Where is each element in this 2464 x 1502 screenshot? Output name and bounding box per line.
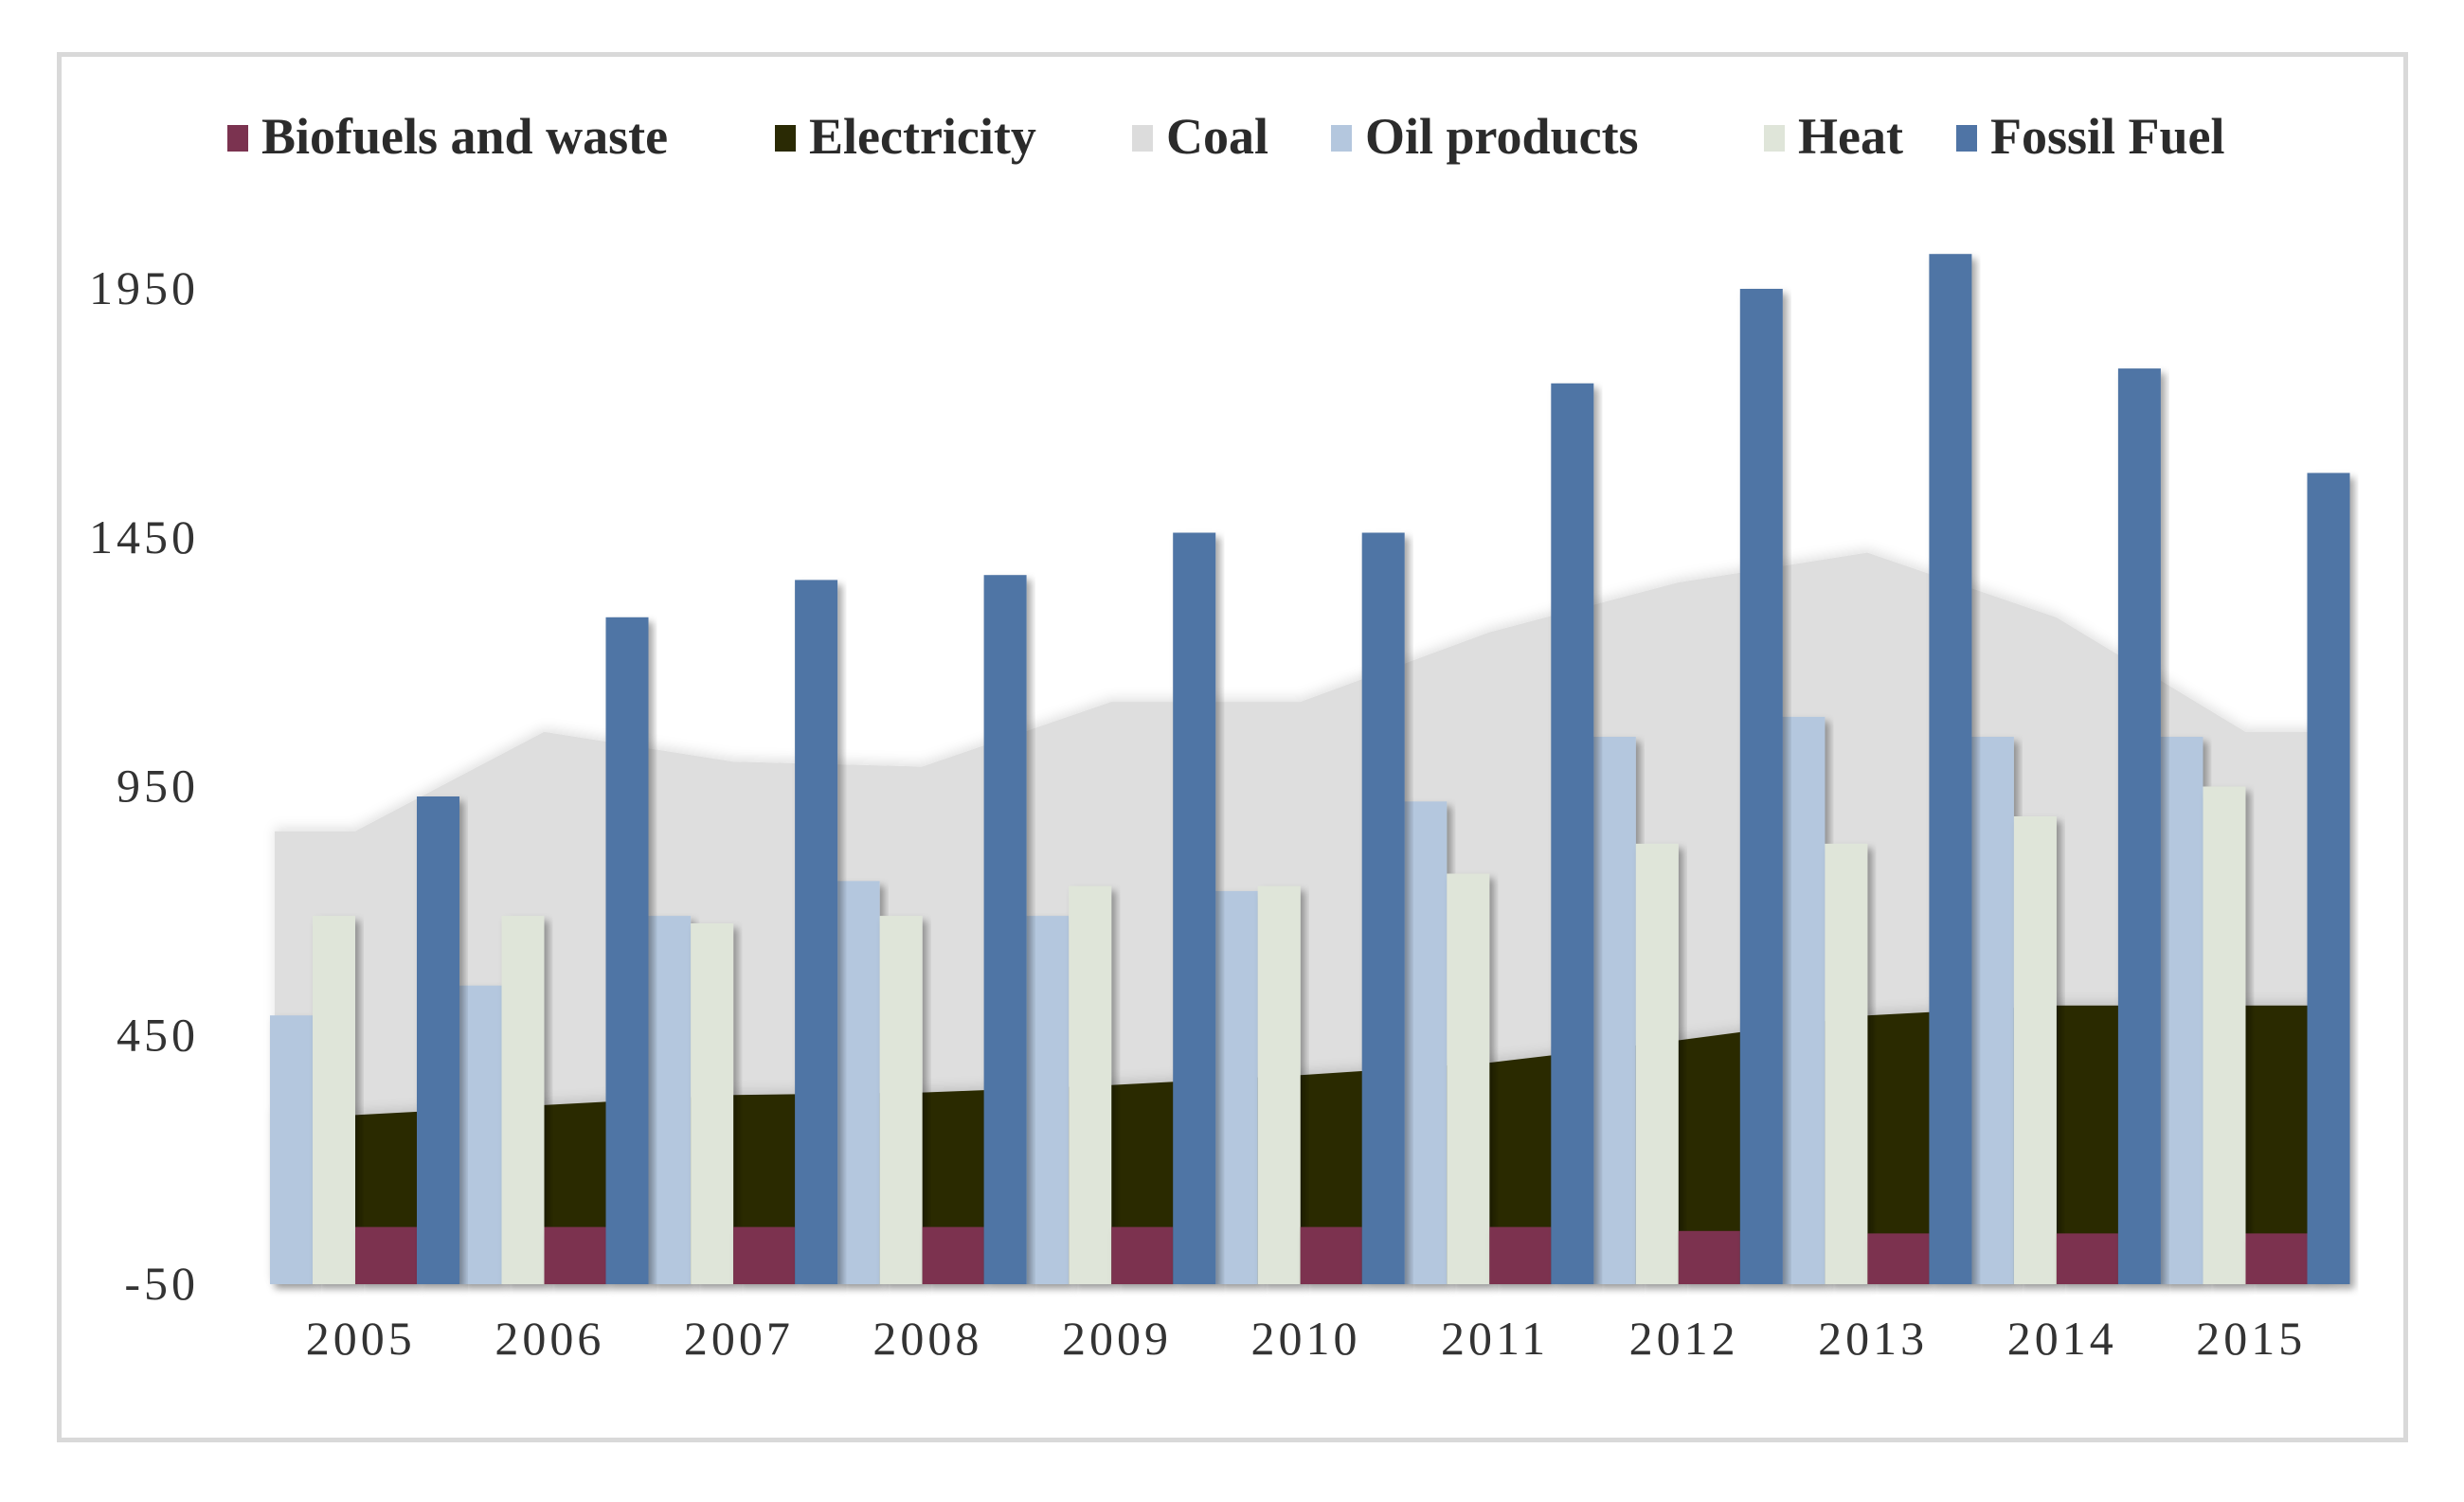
legend-item-biofuels-and-waste: Biofuels and waste [227, 108, 668, 165]
legend-label: Heat [1798, 108, 1903, 165]
bar-oil-products-2008 [836, 881, 880, 1284]
bar-biofuels-and-waste-2011 [1489, 1226, 1552, 1284]
bar-oil-products-2014 [1970, 737, 2014, 1284]
bar-heat-2006 [501, 916, 545, 1284]
bar-fossil-fuel-2011 [1551, 383, 1594, 1284]
legend-label: Oil products [1365, 108, 1639, 165]
x-tick-label: 2012 [1629, 1312, 1739, 1365]
legend-swatch [1132, 125, 1153, 152]
x-tick-label: 2011 [1441, 1312, 1549, 1365]
bar-fossil-fuel-2015 [2307, 473, 2350, 1284]
legend-label: Fossil Fuel [1990, 108, 2225, 165]
x-tick-label: 2009 [1062, 1312, 1172, 1365]
bar-heat-2007 [691, 923, 734, 1284]
bar-oil-products-2012 [1592, 737, 1636, 1284]
bar-series-layer [270, 254, 2350, 1285]
legend: Biofuels and waste Electricity Coal Oil pro… [227, 108, 2225, 165]
x-tick-label: 2005 [306, 1312, 416, 1365]
bar-biofuels-and-waste-2014 [2056, 1233, 2118, 1284]
bar-heat-2012 [1635, 843, 1679, 1284]
bar-oil-products-2010 [1214, 890, 1258, 1284]
bar-heat-2010 [1257, 885, 1301, 1284]
y-tick-label: 1450 [89, 510, 199, 563]
bar-heat-2005 [313, 916, 355, 1284]
bar-biofuels-and-waste-2015 [2245, 1233, 2308, 1284]
bar-fossil-fuel-2010 [1361, 532, 1405, 1284]
x-tick-label: 2006 [495, 1312, 604, 1365]
bar-biofuels-and-waste-2010 [1300, 1226, 1362, 1284]
bar-fossil-fuel-2008 [983, 575, 1027, 1284]
legend-swatch [1956, 125, 1977, 152]
x-tick-label: 2015 [2196, 1312, 2306, 1365]
bar-oil-products-2005 [270, 1015, 313, 1284]
x-tick-label: 2013 [1818, 1312, 1928, 1365]
legend-label: Coal [1166, 108, 1268, 165]
bar-heat-2008 [879, 916, 923, 1284]
axes: -50 450 950 1450 1950 2005 2006 2007 2008 2009 201… [89, 261, 2359, 1365]
legend-item-electricity: Electricity [775, 108, 1036, 165]
bar-biofuels-and-waste-2007 [733, 1226, 796, 1284]
bar-oil-products-2011 [1404, 801, 1448, 1284]
legend-item-coal: Coal [1132, 108, 1268, 165]
bar-oil-products-2006 [459, 985, 502, 1284]
legend-label: Electricity [809, 108, 1036, 165]
legend-item-heat: Heat [1764, 108, 1903, 165]
legend-swatch [227, 125, 248, 152]
bar-fossil-fuel-2005 [417, 796, 459, 1284]
bar-biofuels-and-waste-2012 [1678, 1230, 1740, 1284]
bar-fossil-fuel-2014 [2117, 368, 2161, 1285]
bar-heat-2011 [1447, 873, 1490, 1284]
bar-heat-2009 [1069, 885, 1112, 1284]
bar-fossil-fuel-2006 [605, 617, 649, 1284]
x-tick-label: 2010 [1251, 1312, 1361, 1365]
legend-swatch [775, 125, 796, 152]
bar-fossil-fuel-2009 [1173, 532, 1216, 1284]
bar-biofuels-and-waste-2013 [1867, 1233, 1930, 1284]
x-tick-label: 2008 [872, 1312, 982, 1365]
bar-biofuels-and-waste-2009 [1111, 1226, 1174, 1284]
bar-biofuels-and-waste-2006 [544, 1226, 606, 1284]
x-tick-label: 2014 [2007, 1312, 2117, 1365]
bar-biofuels-and-waste-2005 [355, 1226, 417, 1284]
y-tick-label: 1950 [89, 261, 199, 314]
bar-heat-2013 [1825, 843, 1868, 1284]
bar-heat-2015 [2203, 786, 2246, 1284]
legend-swatch [1764, 125, 1785, 152]
legend-item-fossil-fuel: Fossil Fuel [1956, 108, 2225, 165]
bar-oil-products-2015 [2160, 737, 2203, 1284]
legend-swatch [1331, 125, 1352, 152]
y-tick-label: 950 [117, 760, 199, 813]
bar-biofuels-and-waste-2008 [922, 1226, 984, 1284]
bar-fossil-fuel-2007 [795, 580, 838, 1284]
legend-label: Biofuels and waste [261, 108, 668, 165]
legend-item-oil-products: Oil products [1331, 108, 1639, 165]
x-tick-label: 2007 [684, 1312, 794, 1365]
bar-heat-2014 [2013, 816, 2057, 1284]
bar-fossil-fuel-2013 [1929, 254, 1972, 1285]
bar-oil-products-2007 [648, 916, 692, 1284]
y-tick-label: -50 [124, 1257, 199, 1310]
bar-oil-products-2009 [1026, 916, 1070, 1284]
bar-fossil-fuel-2012 [1739, 289, 1783, 1284]
bar-oil-products-2013 [1782, 716, 1826, 1284]
y-tick-label: 450 [117, 1008, 199, 1061]
